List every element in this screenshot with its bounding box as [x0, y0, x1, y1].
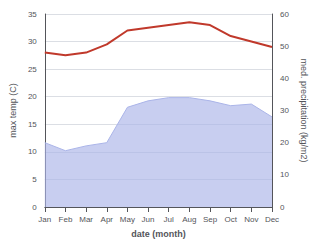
svg-text:15: 15	[28, 120, 37, 129]
svg-text:50: 50	[280, 42, 289, 51]
svg-text:10: 10	[280, 170, 289, 179]
svg-text:Jun: Jun	[142, 215, 155, 224]
svg-text:Nov: Nov	[244, 215, 258, 224]
svg-text:date (month): date (month)	[131, 229, 186, 239]
svg-text:Dec: Dec	[265, 215, 279, 224]
svg-text:Jan: Jan	[38, 215, 51, 224]
svg-text:40: 40	[280, 74, 289, 83]
svg-text:med. precipitation (kg/m2): med. precipitation (kg/m2)	[299, 58, 309, 162]
svg-text:0: 0	[280, 203, 285, 212]
svg-text:Sep: Sep	[203, 215, 218, 224]
svg-text:Apr: Apr	[101, 215, 114, 224]
svg-text:Aug: Aug	[182, 215, 196, 224]
svg-text:5: 5	[32, 175, 37, 184]
svg-text:10: 10	[28, 147, 37, 156]
svg-text:30: 30	[28, 37, 37, 46]
svg-text:Oct: Oct	[224, 215, 237, 224]
svg-text:Jul: Jul	[164, 215, 174, 224]
svg-text:max temp (C): max temp (C)	[8, 83, 18, 138]
svg-text:May: May	[120, 215, 135, 224]
svg-text:20: 20	[28, 92, 37, 101]
svg-text:30: 30	[280, 106, 289, 115]
svg-text:20: 20	[280, 138, 289, 147]
svg-text:0: 0	[32, 203, 37, 212]
svg-text:35: 35	[28, 10, 37, 19]
svg-text:60: 60	[280, 10, 289, 19]
svg-text:25: 25	[28, 65, 37, 74]
svg-text:Feb: Feb	[59, 215, 73, 224]
svg-text:Mar: Mar	[79, 215, 93, 224]
